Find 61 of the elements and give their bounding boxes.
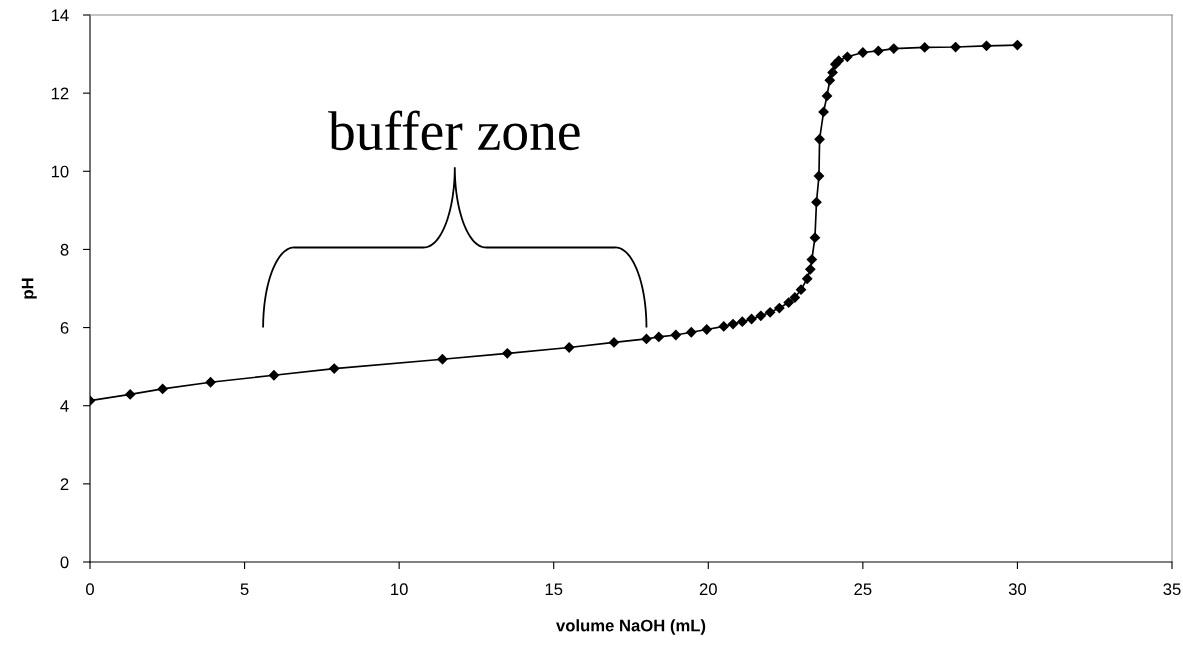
point: [795, 284, 807, 295]
point: [981, 40, 992, 51]
x-tick-label: 20: [699, 583, 717, 596]
x-tick-label: 30: [1008, 583, 1027, 596]
point: [329, 363, 340, 374]
y-tick-label: 14: [51, 9, 69, 22]
x-tick-label: 15: [545, 583, 563, 596]
y-tick-label: 8: [60, 243, 69, 256]
point: [818, 106, 829, 118]
point: [821, 90, 833, 101]
point: [670, 329, 681, 341]
point: [809, 232, 821, 243]
point: [857, 47, 868, 58]
point: [950, 41, 961, 53]
point: [789, 292, 800, 303]
x-tick-label: 10: [391, 583, 408, 596]
point: [764, 307, 776, 318]
x-tick-label: 0: [86, 583, 94, 596]
point: [774, 302, 785, 314]
point: [873, 45, 884, 57]
point: [502, 348, 513, 359]
point: [805, 264, 816, 275]
point: [157, 383, 168, 395]
point: [824, 75, 835, 86]
point: [811, 197, 822, 208]
point: [641, 333, 652, 345]
point: [701, 324, 712, 335]
point: [1012, 39, 1023, 51]
y-tick-label: 6: [60, 321, 69, 334]
y-tick-label: 0: [60, 556, 69, 569]
x-axis-title: volume NaOH (mL): [556, 619, 706, 635]
y-tick-label: 10: [51, 165, 69, 178]
y-tick-label: 2: [60, 478, 69, 490]
y-tick-label: 4: [60, 400, 69, 412]
point: [653, 331, 664, 343]
point: [833, 55, 844, 66]
x-tick-label: 35: [1163, 583, 1181, 596]
point: [718, 321, 729, 332]
y-tick-label: 12: [51, 87, 69, 100]
point: [737, 316, 748, 327]
point: [806, 254, 817, 265]
point: [813, 170, 825, 182]
point: [125, 389, 136, 400]
point: [727, 318, 739, 330]
x-tick-label: 25: [854, 583, 872, 596]
point: [564, 342, 575, 353]
point: [814, 134, 825, 145]
point: [827, 67, 838, 78]
y-axis-title: pH: [21, 278, 37, 299]
point: [888, 43, 899, 54]
point: [919, 42, 930, 53]
point: [755, 310, 766, 321]
point: [842, 51, 853, 62]
point: [205, 377, 216, 388]
annotation: buffer zone: [328, 110, 580, 151]
point: [437, 354, 448, 365]
x-tick-label: 5: [240, 583, 249, 596]
point: [686, 327, 697, 338]
point: [783, 297, 794, 308]
point: [802, 273, 813, 284]
point: [268, 370, 280, 381]
